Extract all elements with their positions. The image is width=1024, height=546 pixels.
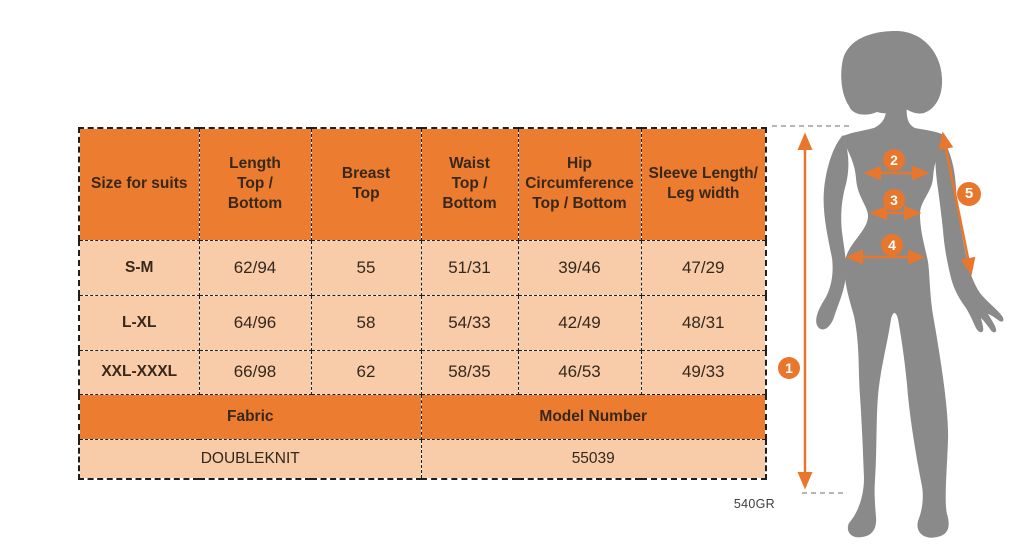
value-cell: 49/33 [640,349,767,395]
value-cell: 47/29 [640,239,767,296]
value-cell: 42/49 [517,294,642,351]
value-cell: 48/31 [640,294,767,351]
value-cell: 51/31 [420,239,519,296]
table-row-xxl: XXL-XXXL 66/98 62 58/35 46/53 49/33 [78,349,767,395]
fabric-value: DOUBLEKNIT [78,438,422,480]
silhouette-body [841,103,949,538]
column-header-waist: Waist Top / Bottom [420,127,519,241]
table-header-row: Size for suits Length Top / Bottom Breas… [78,127,767,241]
value-cell: 39/46 [517,239,642,296]
value-cell: 62/94 [198,239,312,296]
model-number-label: Model Number [420,393,767,440]
silhouette-left-arm [816,135,849,330]
measure-badge-3: 3 [883,189,905,211]
fabric-header-row: Fabric Model Number [78,393,767,440]
column-header-breast: Breast Top [310,127,422,241]
size-label: S-M [78,239,200,296]
value-cell: 55 [310,239,422,296]
measure-badge-1: 1 [778,357,800,379]
female-silhouette [816,31,1004,538]
size-label: L-XL [78,294,200,351]
table-row-sm: S-M 62/94 55 51/31 39/46 47/29 [78,239,767,296]
value-cell: 66/98 [198,349,312,395]
measure-badge-4: 4 [881,234,903,256]
model-number-value: 55039 [420,438,767,480]
silhouette-head [841,31,943,115]
table-row-lxl: L-XL 64/96 58 54/33 42/49 48/31 [78,294,767,351]
measure-badge-5: 5 [957,182,981,206]
column-header-hip: Hip Circumference Top / Bottom [517,127,642,241]
fabric-label: Fabric [78,393,422,440]
value-cell: 62 [310,349,422,395]
column-header-sleeve: Sleeve Length/ Leg width [640,127,767,241]
measure-badge-2: 2 [883,149,905,171]
value-cell: 64/96 [198,294,312,351]
fabric-value-row: DOUBLEKNIT 55039 [78,438,767,480]
silhouette-right-arm [935,133,1004,333]
model-code-footnote: 540GR [733,497,775,511]
value-cell: 58 [310,294,422,351]
size-chart-table: Size for suits Length Top / Bottom Breas… [78,127,767,480]
arrow-sleeve [938,131,976,276]
value-cell: 54/33 [420,294,519,351]
